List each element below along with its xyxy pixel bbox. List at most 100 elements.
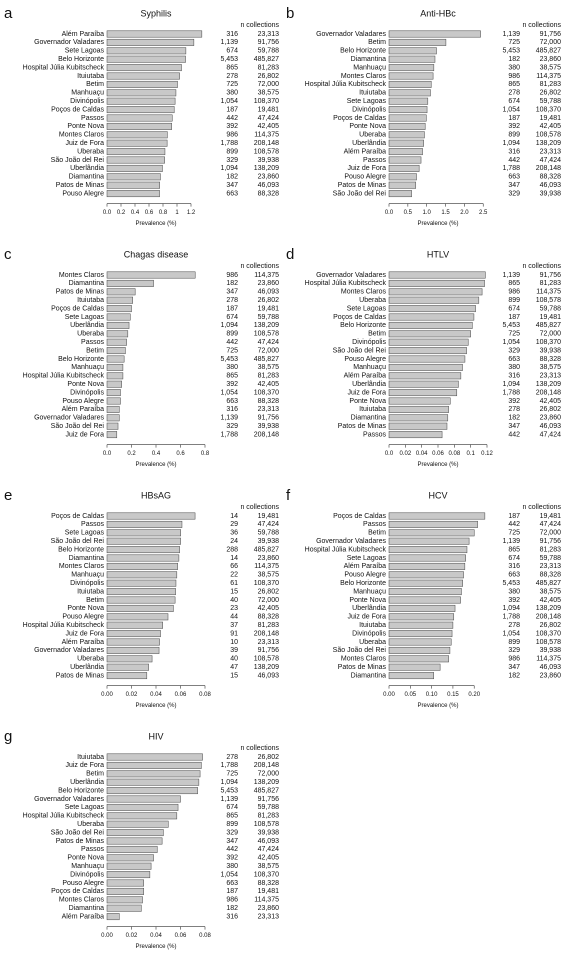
category-label: Passos [363,431,386,438]
category-label: Divinópolis [70,98,104,105]
bar [388,380,459,388]
collections-label: 26,802 [540,406,562,413]
bar [388,106,428,114]
category-label: Ituiutaba [77,588,104,595]
count-label: 725 [226,81,238,88]
category-label: Divinópolis [70,871,104,878]
category-label: Belo Horizonte [340,580,386,587]
bar [106,646,160,654]
category-label: Diamantina [351,56,387,63]
category-label: Sete Lagoas [347,98,387,105]
count-label: 725 [508,530,520,537]
collections-label: 88,328 [258,398,280,405]
bar [106,80,178,88]
bar [388,397,451,405]
category-label: Pouso Alegre [62,614,104,621]
count-label: 663 [226,398,238,405]
collections-label: 108,578 [254,656,279,663]
count-label: 1,788 [220,140,238,147]
count-label: 899 [226,331,238,338]
x-tick-label: 0.05 [404,692,416,698]
collections-label: 19,481 [540,115,562,122]
category-label: Hospital Júlia Kubitscheck [23,813,105,820]
category-label: Juiz de Fora [347,165,386,172]
bar [388,579,463,587]
bar [106,164,163,172]
collections-label: 208,148 [254,140,279,147]
category-label: Ituiutaba [359,406,386,413]
x-tick-label: 0.4 [131,210,140,216]
collections-label: 485,827 [254,356,279,363]
collections-label: 42,405 [258,123,280,130]
bar [106,845,158,853]
column-header: n collections [240,22,279,29]
category-label: Pouso Alegre [344,572,386,579]
count-label: 380 [226,863,238,870]
collections-label: 47,424 [540,157,562,164]
category-label: Passos [81,115,104,122]
category-label: Montes Claros [59,563,105,570]
category-label: Sete Lagoas [65,530,105,537]
collections-label: 38,575 [258,572,280,579]
bar [388,313,475,321]
category-label: Betim [368,530,386,537]
count-label: 61 [230,580,238,587]
bar [106,795,181,803]
count-label: 187 [226,305,238,312]
category-label: Poços de Caldas [51,305,104,312]
category-label: Além Paraíba [62,31,105,38]
count-label: 329 [508,347,520,354]
category-label: Juiz de Fora [347,389,386,396]
collections-label: 114,375 [536,289,561,296]
x-tick-label: 0.6 [145,210,154,216]
category-label: Belo Horizonte [340,48,386,55]
bar [388,279,485,287]
bar [388,672,434,680]
category-label: Manhuaçu [71,90,104,97]
count-label: 986 [508,656,520,663]
collections-label: 46,093 [258,182,280,189]
collections-label: 88,328 [258,614,280,621]
category-label: Divinópolis [70,389,104,396]
x-tick-label: 0.00 [101,692,113,698]
collections-label: 42,405 [258,855,280,862]
x-tick-label: 0.08 [199,933,211,939]
bar [388,414,449,422]
collections-label: 42,405 [540,123,562,130]
category-label: Além Paraíba [62,406,105,413]
collections-label: 485,827 [254,546,279,553]
collections-label: 485,827 [254,787,279,794]
panel-letter: c [4,246,12,263]
x-tick-label: 0.08 [199,692,211,698]
category-label: Juiz de Fora [65,140,104,147]
bar [388,321,473,329]
collections-label: 72,000 [540,39,562,46]
category-label: Uberaba [77,148,104,155]
bar [388,47,437,55]
count-label: 1,054 [502,106,520,113]
category-label: Manhuaçu [353,588,386,595]
category-label: Hospital Júlia Kubitscheck [23,64,105,71]
count-label: 278 [226,73,238,80]
chart-title: Anti-HBc [420,8,456,18]
bar [388,546,468,554]
count-label: 899 [508,639,520,646]
category-label: Montes Claros [341,289,387,296]
collections-label: 39,938 [258,157,280,164]
collections-label: 46,093 [258,838,280,845]
collections-label: 88,328 [540,572,562,579]
count-label: 986 [508,289,520,296]
collections-label: 108,370 [536,630,561,637]
panel-letter: e [4,487,12,504]
collections-label: 208,148 [536,389,561,396]
bar [106,397,121,405]
collections-label: 81,283 [258,622,280,629]
bar [106,904,142,912]
count-label: 1,054 [502,630,520,637]
collections-label: 114,375 [254,563,279,570]
bar [388,80,432,88]
collections-label: 19,481 [258,106,280,113]
count-label: 1,788 [220,431,238,438]
bar [106,820,169,828]
